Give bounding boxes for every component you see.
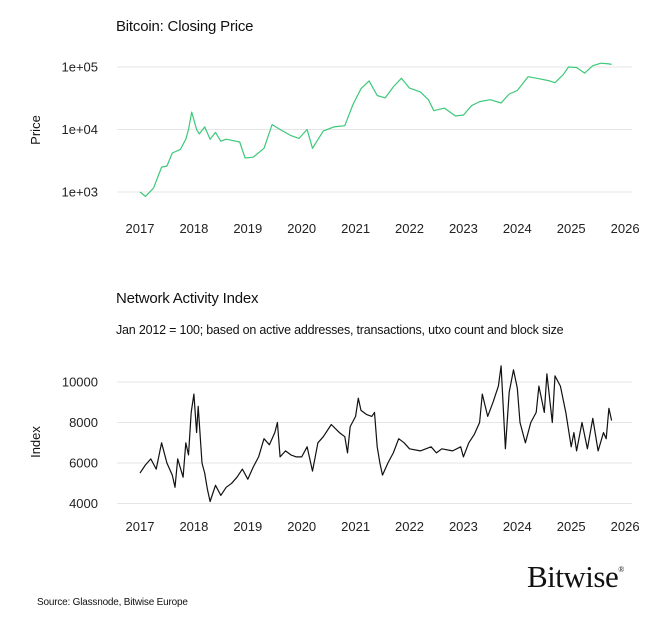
activity-xtick-label: 2019 [233, 519, 262, 534]
activity-ytick-label: 8000 [69, 415, 98, 430]
price-ytick-label: 1e+05 [61, 60, 98, 75]
price-series-line [139, 62, 612, 197]
activity-xtick-label: 2022 [395, 519, 424, 534]
activity-series-line [139, 365, 613, 503]
price-xtick-label: 2021 [341, 221, 370, 236]
price-xtick-label: 2026 [611, 221, 640, 236]
activity-chart-title: Network Activity Index [116, 290, 259, 307]
logo-text: Bitwise [527, 559, 619, 594]
activity-xtick-label: 2025 [557, 519, 586, 534]
price-xtick-label: 2017 [126, 221, 155, 236]
price-xtick-label: 2019 [233, 221, 262, 236]
activity-xtick-label: 2021 [341, 519, 370, 534]
price-chart-title: Bitcoin: Closing Price [116, 18, 254, 35]
logo-registered-mark: ® [618, 565, 624, 574]
price-xtick-label: 2025 [557, 221, 586, 236]
activity-ytick-label: 10000 [62, 375, 98, 390]
activity-xtick-label: 2017 [126, 519, 155, 534]
activity-xtick-label: 2024 [503, 519, 532, 534]
activity-xtick-label: 2023 [449, 519, 478, 534]
price-xtick-label: 2020 [287, 221, 316, 236]
activity-xtick-label: 2018 [179, 519, 208, 534]
price-ytick-label: 1e+03 [61, 185, 98, 200]
activity-ytick-label: 6000 [69, 456, 98, 471]
price-y-axis-label: Price [28, 115, 43, 145]
price-xtick-label: 2023 [449, 221, 478, 236]
activity-xtick-label: 2020 [287, 519, 316, 534]
price-ytick-label: 1e+04 [61, 122, 98, 137]
activity-ytick-label: 4000 [69, 496, 98, 511]
source-note: Source: Glassnode, Bitwise Europe [37, 597, 188, 608]
price-xtick-label: 2024 [503, 221, 532, 236]
price-xtick-label: 2018 [179, 221, 208, 236]
price-xtick-label: 2022 [395, 221, 424, 236]
bitwise-logo: Bitwise® [527, 559, 624, 595]
activity-y-axis-label: Index [28, 426, 43, 458]
activity-chart-subtitle: Jan 2012 = 100; based on active addresse… [116, 323, 564, 337]
activity-xtick-label: 2026 [611, 519, 640, 534]
